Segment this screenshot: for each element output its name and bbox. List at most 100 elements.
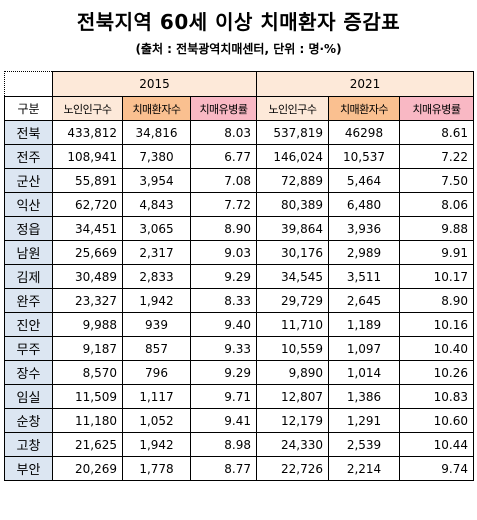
patients-2021-cell: 2,989 — [328, 240, 400, 265]
rate-2021-cell: 10.17 — [399, 264, 474, 289]
table-row: 정읍 34,451 3,065 8.90 39,864 3,936 9.88 — [4, 216, 474, 241]
region-cell: 고창 — [4, 432, 53, 457]
rate-2015-cell: 6.77 — [190, 144, 257, 169]
page-title: 전북지역 60세 이상 치매환자 증감표 — [76, 10, 401, 34]
patients-2021-cell: 10,537 — [328, 144, 400, 169]
rate-2021-cell: 7.22 — [399, 144, 474, 169]
patients-2015-cell: 1,778 — [122, 456, 191, 481]
elderly-2021-cell: 34,545 — [256, 264, 329, 289]
elderly-2021-cell: 11,710 — [256, 312, 329, 337]
elderly-2015-cell: 9,187 — [52, 336, 123, 361]
patients-2021-cell: 1,189 — [328, 312, 400, 337]
patients-2015-cell: 34,816 — [122, 120, 191, 145]
elderly-2015-cell: 30,489 — [52, 264, 123, 289]
rate-2015-cell: 8.77 — [190, 456, 257, 481]
patients-2015-cell: 7,380 — [122, 144, 191, 169]
rate-2015-cell: 8.03 — [190, 120, 257, 145]
rate-2021-cell: 10.44 — [399, 432, 474, 457]
rate-2015-cell: 9.41 — [190, 408, 257, 433]
patients-2021-cell: 6,480 — [328, 192, 400, 217]
region-cell: 진안 — [4, 312, 53, 337]
rate-2021-cell: 8.06 — [399, 192, 474, 217]
elderly-2015-cell: 55,891 — [52, 168, 123, 193]
table-row: 무주 9,187 857 9.33 10,559 1,097 10.40 — [4, 336, 474, 361]
patients-2015-cell: 1,052 — [122, 408, 191, 433]
region-cell: 남원 — [4, 240, 53, 265]
header-dementia-patients: 치매환자수 — [328, 96, 400, 121]
rate-2015-cell: 9.29 — [190, 264, 257, 289]
header-region: 구분 — [4, 96, 53, 121]
elderly-2015-cell: 11,180 — [52, 408, 123, 433]
patients-2015-cell: 857 — [122, 336, 191, 361]
patients-2021-cell: 1,386 — [328, 384, 400, 409]
region-cell: 부안 — [4, 456, 53, 481]
region-cell: 임실 — [4, 384, 53, 409]
elderly-2021-cell: 80,389 — [256, 192, 329, 217]
elderly-2015-cell: 20,269 — [52, 456, 123, 481]
patients-2021-cell: 5,464 — [328, 168, 400, 193]
patients-2015-cell: 4,843 — [122, 192, 191, 217]
rate-2015-cell: 8.98 — [190, 432, 257, 457]
year-header-2021: 2021 — [256, 71, 474, 97]
elderly-2021-cell: 12,807 — [256, 384, 329, 409]
rate-2015-cell: 7.72 — [190, 192, 257, 217]
patients-2015-cell: 2,317 — [122, 240, 191, 265]
column-header-row: 구분 노인인구수 치매환자수 치매유병률 노인인구수 치매환자수 치매유병률 — [4, 96, 474, 121]
patients-2021-cell: 2,539 — [328, 432, 400, 457]
rate-2021-cell: 10.16 — [399, 312, 474, 337]
region-cell: 전북 — [4, 120, 53, 145]
elderly-2021-cell: 9,890 — [256, 360, 329, 385]
elderly-2021-cell: 30,176 — [256, 240, 329, 265]
elderly-2015-cell: 21,625 — [52, 432, 123, 457]
patients-2021-cell: 1,291 — [328, 408, 400, 433]
patients-2021-cell: 1,014 — [328, 360, 400, 385]
table-row: 군산 55,891 3,954 7.08 72,889 5,464 7.50 — [4, 168, 474, 193]
elderly-2021-cell: 12,179 — [256, 408, 329, 433]
blank-corner-cell — [4, 71, 53, 97]
table-row: 전북 433,812 34,816 8.03 537,819 46298 8.61 — [4, 120, 474, 145]
rate-2021-cell: 10.60 — [399, 408, 474, 433]
elderly-2021-cell: 29,729 — [256, 288, 329, 313]
elderly-2021-cell: 24,330 — [256, 432, 329, 457]
elderly-2021-cell: 10,559 — [256, 336, 329, 361]
table-row: 전주 108,941 7,380 6.77 146,024 10,537 7.22 — [4, 144, 474, 169]
elderly-2015-cell: 11,509 — [52, 384, 123, 409]
page-subtitle: (출처 : 전북광역치매센터, 단위 : 명·%) — [135, 42, 342, 56]
region-cell: 익산 — [4, 192, 53, 217]
region-cell: 정읍 — [4, 216, 53, 241]
table-row: 장수 8,570 796 9.29 9,890 1,014 10.26 — [4, 360, 474, 385]
elderly-2015-cell: 433,812 — [52, 120, 123, 145]
rate-2015-cell: 8.90 — [190, 216, 257, 241]
header-elderly-population: 노인인구수 — [52, 96, 123, 121]
patients-2015-cell: 1,942 — [122, 288, 191, 313]
region-cell: 순창 — [4, 408, 53, 433]
header-prevalence-rate: 치매유병률 — [399, 96, 474, 121]
table-row: 남원 25,669 2,317 9.03 30,176 2,989 9.91 — [4, 240, 474, 265]
header-dementia-patients: 치매환자수 — [122, 96, 191, 121]
rate-2015-cell: 9.29 — [190, 360, 257, 385]
patients-2021-cell: 2,214 — [328, 456, 400, 481]
table-row: 완주 23,327 1,942 8.33 29,729 2,645 8.90 — [4, 288, 474, 313]
region-cell: 전주 — [4, 144, 53, 169]
patients-2015-cell: 2,833 — [122, 264, 191, 289]
rate-2021-cell: 9.74 — [399, 456, 474, 481]
table-row: 익산 62,720 4,843 7.72 80,389 6,480 8.06 — [4, 192, 474, 217]
rate-2021-cell: 10.83 — [399, 384, 474, 409]
rate-2015-cell: 9.40 — [190, 312, 257, 337]
year-header-2015: 2015 — [52, 71, 257, 97]
elderly-2021-cell: 537,819 — [256, 120, 329, 145]
rate-2015-cell: 8.33 — [190, 288, 257, 313]
rate-2021-cell: 9.91 — [399, 240, 474, 265]
year-header-row: 2015 2021 — [4, 71, 474, 97]
elderly-2015-cell: 34,451 — [52, 216, 123, 241]
region-cell: 김제 — [4, 264, 53, 289]
rate-2021-cell: 7.50 — [399, 168, 474, 193]
table-row: 임실 11,509 1,117 9.71 12,807 1,386 10.83 — [4, 384, 474, 409]
region-cell: 장수 — [4, 360, 53, 385]
region-cell: 무주 — [4, 336, 53, 361]
table-row: 고창 21,625 1,942 8.98 24,330 2,539 10.44 — [4, 432, 474, 457]
rate-2021-cell: 8.61 — [399, 120, 474, 145]
patients-2021-cell: 3,511 — [328, 264, 400, 289]
rate-2021-cell: 10.40 — [399, 336, 474, 361]
rate-2021-cell: 9.88 — [399, 216, 474, 241]
